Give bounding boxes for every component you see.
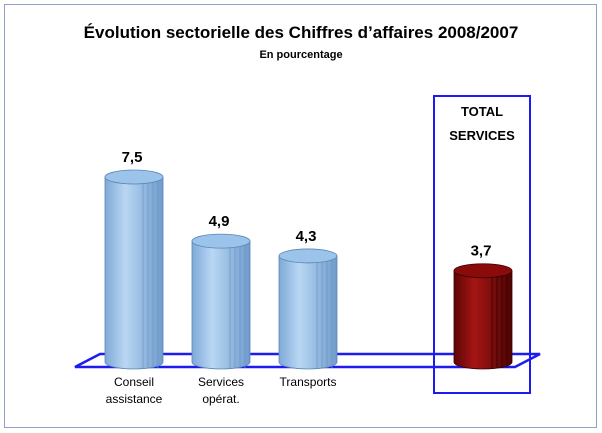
- x-tick-label: Conseil assistance: [105, 375, 163, 406]
- value-label: 4,3: [296, 228, 317, 245]
- total-label: TOTAL SERVICES: [449, 104, 515, 143]
- floor: [74, 352, 541, 369]
- bar-top: [191, 233, 251, 249]
- x-tick-label: Services opérat.: [197, 375, 244, 406]
- bar: [453, 270, 513, 370]
- x-tick-label: Transports: [279, 375, 337, 389]
- total-box: [433, 95, 531, 394]
- chart-subtitle: En pourcentage: [259, 49, 342, 61]
- chart-title: Évolution sectorielle des Chiffres d’aff…: [84, 23, 519, 42]
- value-label: 4,9: [209, 213, 230, 230]
- bar: [278, 255, 338, 370]
- value-label: 3,7: [471, 243, 492, 260]
- bar: [104, 176, 164, 370]
- bar-top: [453, 263, 513, 279]
- value-label: 7,5: [122, 149, 143, 166]
- bar-top: [278, 248, 338, 264]
- bar-top: [104, 169, 164, 185]
- bar: [191, 240, 251, 370]
